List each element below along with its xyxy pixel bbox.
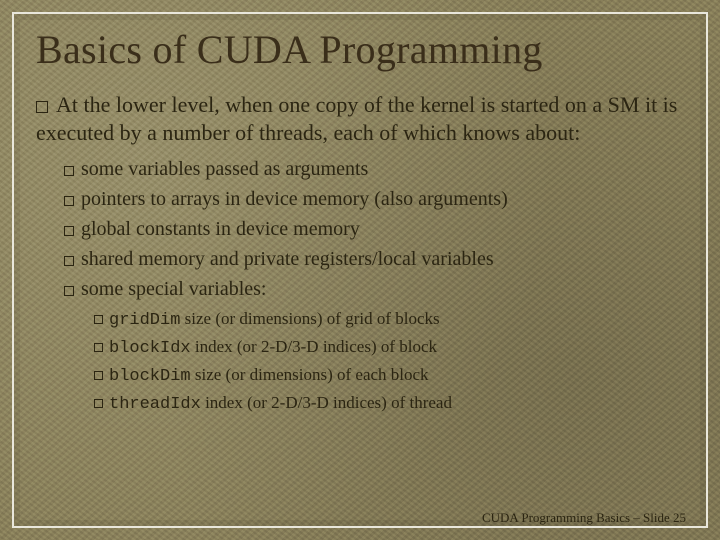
list-item: pointers to arrays in device memory (als… bbox=[64, 186, 684, 212]
square-bullet-icon bbox=[64, 166, 74, 176]
level2-list: some variables passed as arguments point… bbox=[64, 156, 684, 417]
square-bullet-icon bbox=[94, 315, 103, 324]
square-bullet-icon bbox=[64, 226, 74, 236]
code-identifier: threadIdx bbox=[109, 395, 201, 414]
list-item-text: pointers to arrays in device memory (als… bbox=[81, 188, 508, 210]
square-bullet-icon bbox=[94, 399, 103, 408]
list-item-text: shared memory and private registers/loca… bbox=[81, 248, 494, 270]
list-item: threadIdx index (or 2-D/3-D indices) of … bbox=[94, 392, 684, 417]
list-item: gridDim size (or dimensions) of grid of … bbox=[94, 308, 684, 333]
intro-paragraph: At the lower level, when one copy of the… bbox=[36, 91, 684, 146]
code-description: index (or 2-D/3-D indices) of thread bbox=[201, 393, 452, 412]
square-bullet-icon bbox=[94, 343, 103, 352]
code-description: index (or 2-D/3-D indices) of block bbox=[191, 337, 437, 356]
slide: Basics of CUDA Programming At the lower … bbox=[0, 0, 720, 540]
intro-text: At the lower level, when one copy of the… bbox=[36, 92, 677, 145]
list-item: global constants in device memory bbox=[64, 216, 684, 242]
list-item: some special variables: bbox=[64, 276, 684, 302]
square-bullet-icon bbox=[94, 371, 103, 380]
list-item-text: global constants in device memory bbox=[81, 218, 360, 240]
list-item-text: some special variables: bbox=[81, 278, 267, 300]
slide-footer: CUDA Programming Basics – Slide 25 bbox=[482, 510, 686, 526]
code-description: size (or dimensions) of each block bbox=[191, 365, 429, 384]
list-item: blockDim size (or dimensions) of each bl… bbox=[94, 364, 684, 389]
slide-content: Basics of CUDA Programming At the lower … bbox=[36, 26, 684, 514]
level3-list: gridDim size (or dimensions) of grid of … bbox=[94, 308, 684, 417]
list-item: some variables passed as arguments bbox=[64, 156, 684, 182]
square-bullet-icon bbox=[64, 256, 74, 266]
code-identifier: blockIdx bbox=[109, 339, 191, 358]
list-item: shared memory and private registers/loca… bbox=[64, 246, 684, 272]
square-bullet-icon bbox=[36, 101, 48, 113]
square-bullet-icon bbox=[64, 196, 74, 206]
code-description: size (or dimensions) of grid of blocks bbox=[180, 309, 439, 328]
list-item-text: some variables passed as arguments bbox=[81, 158, 368, 180]
square-bullet-icon bbox=[64, 286, 74, 296]
list-item: blockIdx index (or 2-D/3-D indices) of b… bbox=[94, 336, 684, 361]
slide-title: Basics of CUDA Programming bbox=[36, 26, 684, 73]
code-identifier: blockDim bbox=[109, 367, 191, 386]
code-identifier: gridDim bbox=[109, 311, 180, 330]
